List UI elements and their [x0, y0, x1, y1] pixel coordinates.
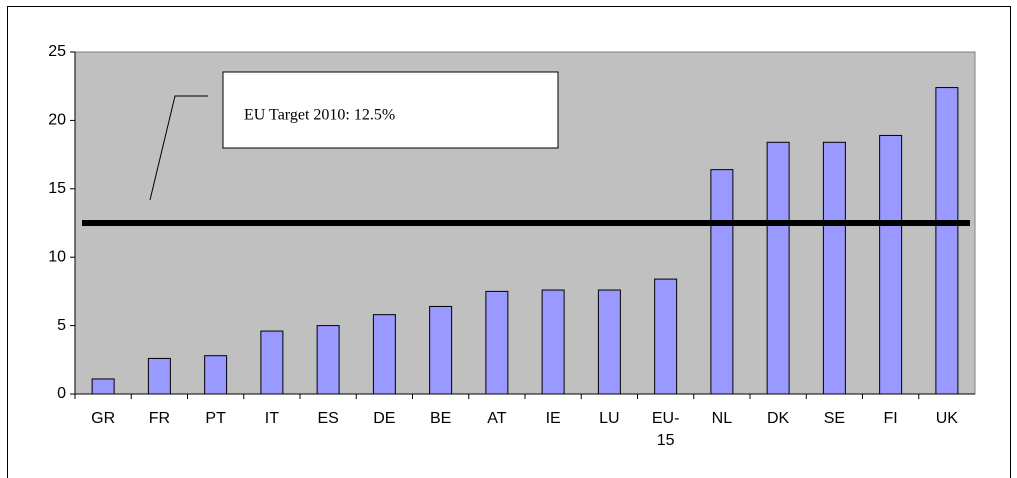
y-tick-label: 25 — [48, 43, 66, 60]
x-tick-label: BE — [429, 410, 452, 427]
bar — [654, 278, 678, 395]
y-tick-label: 15 — [48, 180, 66, 197]
bar — [429, 305, 453, 395]
x-tick-label: IT — [264, 410, 279, 427]
x-tick-label: ES — [317, 410, 339, 427]
bar — [710, 169, 734, 395]
annotation-box — [222, 71, 559, 149]
x-tick-label: DE — [373, 410, 396, 427]
x-tick-label: EU-15 — [651, 410, 680, 449]
bar — [485, 290, 509, 395]
x-tick-label: SE — [823, 410, 846, 427]
bar — [541, 289, 565, 395]
bar — [147, 357, 171, 395]
bar — [766, 141, 790, 395]
bar — [597, 289, 621, 395]
bar — [260, 330, 284, 395]
bar — [822, 141, 846, 395]
x-tick-label: NL — [711, 410, 733, 427]
y-tick-label: 20 — [48, 112, 66, 129]
x-tick-label: UK — [935, 410, 958, 427]
annotation: EU Target 2010: 12.5% — [244, 107, 395, 124]
y-tick-label: 10 — [48, 248, 66, 265]
x-tick-label: IE — [545, 410, 561, 427]
callout-line — [149, 95, 208, 201]
y-tick-label: 0 — [57, 385, 66, 402]
bar — [316, 325, 340, 395]
bar — [372, 314, 396, 395]
x-tick-label: FI — [883, 410, 898, 427]
bar — [204, 355, 228, 395]
bar — [879, 134, 903, 395]
bar — [935, 87, 959, 395]
x-tick-label: AT — [487, 410, 507, 427]
x-tick-label: FR — [148, 410, 171, 427]
bar — [91, 378, 115, 395]
x-tick-label: GR — [91, 410, 116, 427]
x-tick-label: LU — [599, 410, 620, 427]
x-tick-label: PT — [205, 410, 226, 427]
x-tick-label: DK — [767, 410, 790, 427]
y-tick-label: 5 — [57, 317, 66, 334]
